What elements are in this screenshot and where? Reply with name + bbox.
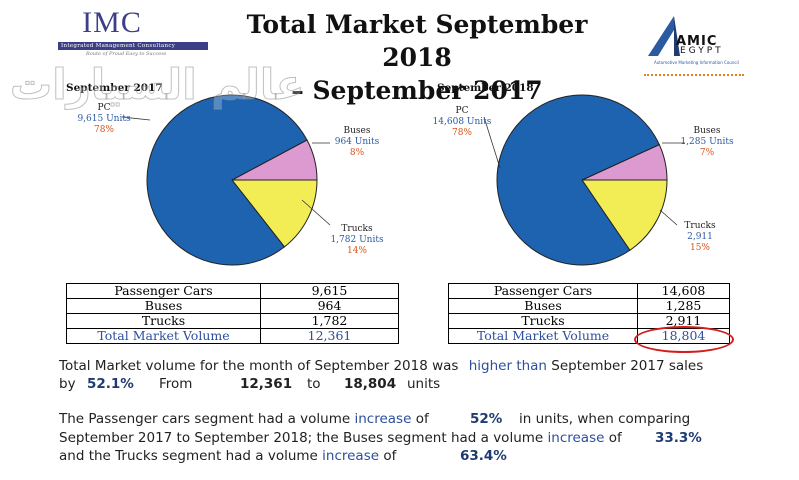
summary-text: September 2017 sales bbox=[551, 358, 704, 374]
slice-label-percent: 78% bbox=[452, 128, 472, 138]
pie-slice-trucks-2017 bbox=[230, 179, 318, 248]
slice-label-name: Trucks bbox=[684, 221, 716, 231]
imc-logo-text: IMC bbox=[82, 6, 142, 39]
table-cell-value: 12,361 bbox=[260, 328, 399, 344]
summary-text: units bbox=[407, 376, 441, 392]
amic-logo-text: AMIC bbox=[676, 34, 718, 49]
table-september-2017: Passenger Cars 9,615 Buses 964 Trucks 1,782… bbox=[66, 283, 399, 344]
table-row: Trucks 1,782 bbox=[66, 313, 399, 329]
table-cell-value: 1,782 bbox=[260, 313, 399, 329]
slice-label-units: 2,911 bbox=[687, 232, 713, 242]
summary-text: in units, when comparing bbox=[519, 411, 691, 427]
summary-pct-pc: 52% bbox=[470, 411, 503, 427]
slice-label-percent: 78% bbox=[94, 125, 114, 135]
summary-pct-total: 52.1% bbox=[87, 376, 134, 392]
table-cell-label: Passenger Cars bbox=[66, 283, 261, 299]
amic-triangle-icon bbox=[648, 16, 680, 56]
page-title-line2: – September 2017 bbox=[291, 76, 543, 105]
amic-logo-caption: Automotive Marketing Information Council bbox=[654, 60, 739, 65]
table-cell-label: Buses bbox=[448, 298, 638, 314]
summary-highlight: higher than bbox=[468, 358, 547, 374]
pie-slice-pc-2017 bbox=[146, 94, 308, 266]
summary-highlight: increase bbox=[322, 448, 380, 464]
summary-text: September 2017 to September 2018; the Bu… bbox=[59, 430, 544, 446]
imc-logo-tagline: Route of Proud Easy to Success bbox=[86, 51, 167, 57]
pie-slice-trucks-2018 bbox=[581, 179, 668, 251]
slice-label-name: Trucks bbox=[341, 224, 373, 234]
slice-label-name: Buses bbox=[694, 126, 721, 136]
slice-label-name: Buses bbox=[344, 126, 371, 136]
leader-line-2017 bbox=[121, 116, 151, 121]
slice-label-name: PC bbox=[98, 103, 111, 113]
summary-text: Total Market volume for the month of Sep… bbox=[59, 358, 459, 374]
slice-label-percent: 14% bbox=[347, 246, 367, 256]
table-cell-label: Trucks bbox=[448, 313, 638, 329]
slice-label-units: 1,782 Units bbox=[330, 235, 384, 245]
table-cell-value: 1,285 bbox=[637, 298, 730, 314]
summary-line-1: Total Market volume for the month of Sep… bbox=[59, 357, 749, 376]
summary-text: From bbox=[159, 376, 193, 392]
slice-label-percent: 15% bbox=[690, 243, 710, 253]
summary-text: to bbox=[307, 376, 321, 392]
slice-label-units: 964 Units bbox=[335, 137, 380, 147]
slice-label-percent: 7% bbox=[700, 148, 715, 158]
slice-label-units: 9,615 Units bbox=[77, 114, 131, 124]
slice-label-units: 14,608 Units bbox=[433, 117, 492, 127]
summary-text: The Passenger cars segment had a volume bbox=[59, 411, 351, 427]
table-row-total: Total Market Volume 12,361 bbox=[66, 328, 399, 344]
leader-line-2017 bbox=[301, 199, 331, 226]
leader-line-2018 bbox=[659, 209, 678, 226]
summary-text: of bbox=[415, 411, 429, 427]
summary-value-2017: 12,361 bbox=[240, 376, 293, 392]
summary-text: of bbox=[383, 448, 397, 464]
table-cell-value: 964 bbox=[260, 298, 399, 314]
leader-line-2018 bbox=[483, 116, 501, 169]
summary-text: by bbox=[59, 376, 76, 392]
slice-label-percent: 8% bbox=[350, 148, 365, 158]
amic-logo: AMIC EGYPT Automotive Marketing Informat… bbox=[644, 12, 744, 76]
table-row: Passenger Cars 14,608 bbox=[448, 283, 730, 299]
table-cell-value: 9,615 bbox=[260, 283, 399, 299]
page-title-line1: Total Market September 2018 bbox=[246, 10, 588, 72]
slice-label-units: 1,285 Units bbox=[680, 137, 734, 147]
imc-logo: IMC Integrated Management Consultancy Ro… bbox=[58, 6, 208, 57]
page-title: Total Market September 2018 – September … bbox=[212, 8, 622, 107]
summary-text: and the Trucks segment had a volume bbox=[59, 448, 318, 464]
summary-highlight: increase bbox=[547, 430, 605, 446]
summary-value-2018: 18,804 bbox=[344, 376, 397, 392]
highlight-circle bbox=[634, 326, 734, 353]
table-edge-line bbox=[729, 283, 730, 345]
chart-title-2018: September 2018 bbox=[437, 82, 534, 94]
chart-title-2017: September 2017 bbox=[66, 82, 163, 94]
amic-dotted-line bbox=[644, 74, 744, 80]
pie-slice-pc-2018 bbox=[496, 94, 660, 266]
table-row: Buses 964 bbox=[66, 298, 399, 314]
summary-pct-trucks: 63.4% bbox=[460, 448, 507, 464]
summary-line-2: by bbox=[59, 376, 76, 392]
summary-line-5: and the Trucks segment had a volume incr… bbox=[59, 448, 396, 464]
table-cell-label: Trucks bbox=[66, 313, 261, 329]
table-row: Passenger Cars 9,615 bbox=[66, 283, 399, 299]
table-cell-label: Passenger Cars bbox=[448, 283, 638, 299]
amic-logo-sub: EGYPT bbox=[680, 46, 724, 56]
summary-highlight: increase bbox=[354, 411, 412, 427]
summary-line-3: The Passenger cars segment had a volume … bbox=[59, 411, 429, 427]
summary-line-4: September 2017 to September 2018; the Bu… bbox=[59, 430, 622, 446]
slice-label-name: PC bbox=[456, 106, 469, 116]
table-cell-value: 14,608 bbox=[637, 283, 730, 299]
table-row: Buses 1,285 bbox=[448, 298, 730, 314]
table-cell-label: Total Market Volume bbox=[66, 328, 261, 344]
table-cell-label: Total Market Volume bbox=[448, 328, 638, 344]
imc-logo-subtitle: Integrated Management Consultancy bbox=[58, 42, 208, 50]
summary-text: of bbox=[608, 430, 622, 446]
summary-pct-buses: 33.3% bbox=[655, 430, 702, 446]
table-cell-label: Buses bbox=[66, 298, 261, 314]
table-row: Trucks 2,911 bbox=[448, 313, 730, 329]
watermark-text: عالم السيارات bbox=[9, 60, 305, 110]
